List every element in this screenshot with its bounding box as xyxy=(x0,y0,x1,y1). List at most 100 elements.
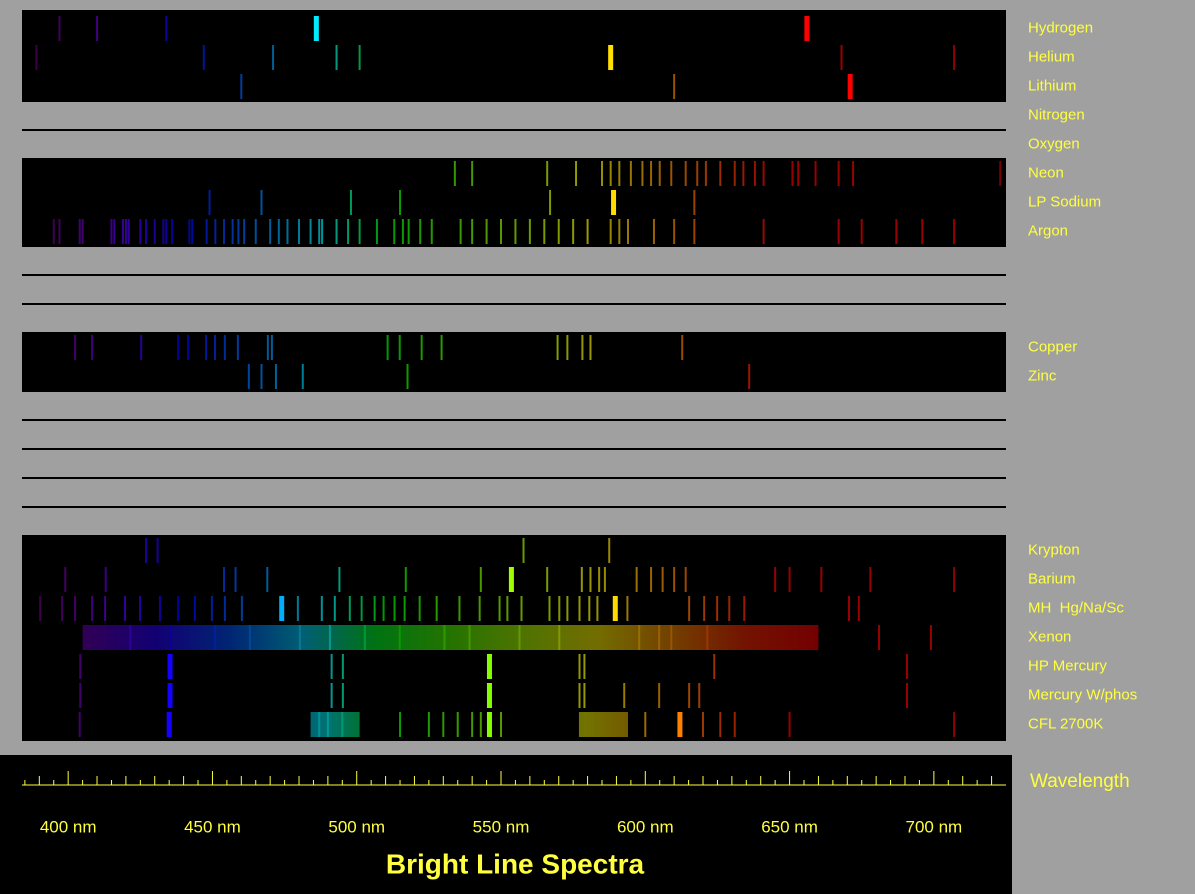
spectral-line xyxy=(399,625,401,650)
spectral-line xyxy=(742,161,744,186)
spectral-line xyxy=(128,219,130,244)
spectral-line xyxy=(789,712,791,737)
spectral-line xyxy=(518,625,520,650)
spectral-line xyxy=(471,712,473,737)
spectral-line xyxy=(638,625,640,650)
spectral-line xyxy=(442,712,444,737)
spectral-line xyxy=(74,335,76,360)
spectral-line xyxy=(688,596,690,621)
spectral-line xyxy=(579,654,581,679)
spectral-line xyxy=(261,190,263,215)
spectral-line xyxy=(139,596,141,621)
spectral-line xyxy=(953,567,955,592)
spectral-line xyxy=(318,219,320,244)
spectral-line xyxy=(566,335,568,360)
empty-row xyxy=(22,450,1006,477)
spectral-line xyxy=(861,219,863,244)
spectral-line xyxy=(275,364,277,389)
bright-line xyxy=(487,683,492,708)
spectral-line xyxy=(214,625,216,650)
spectral-line xyxy=(240,74,242,99)
spectral-line xyxy=(129,625,131,650)
spectral-line xyxy=(588,596,590,621)
emission-band xyxy=(579,712,628,737)
spectral-line xyxy=(349,596,351,621)
row-label: Xenon xyxy=(1028,628,1071,645)
spectral-line xyxy=(953,712,955,737)
spectral-line xyxy=(523,538,525,563)
spectral-line xyxy=(224,596,226,621)
x-axis-label: Wavelength xyxy=(1030,771,1130,792)
spectral-line xyxy=(421,335,423,360)
spectral-line xyxy=(223,567,225,592)
spectral-line xyxy=(480,712,482,737)
spectral-line xyxy=(399,712,401,737)
spectral-line xyxy=(243,219,245,244)
spectral-line xyxy=(906,654,908,679)
spectral-line xyxy=(763,219,765,244)
spectral-line xyxy=(165,219,167,244)
spectral-line xyxy=(169,625,171,650)
spectral-line xyxy=(419,596,421,621)
spectral-line xyxy=(248,364,250,389)
bright-line xyxy=(804,16,809,41)
spectral-line xyxy=(618,219,620,244)
spectral-line xyxy=(269,219,271,244)
spectral-line xyxy=(347,219,349,244)
spectral-line xyxy=(321,596,323,621)
emission-band xyxy=(311,712,360,737)
bright-line xyxy=(613,596,618,621)
spectral-line xyxy=(79,683,81,708)
spectral-line xyxy=(188,219,190,244)
spectral-line xyxy=(471,161,473,186)
spectral-line xyxy=(743,596,745,621)
spectral-line xyxy=(702,712,704,737)
row-label: Krypton xyxy=(1028,541,1080,558)
spectral-line xyxy=(848,596,850,621)
spectral-line xyxy=(658,683,660,708)
spectral-line xyxy=(171,219,173,244)
spectral-line xyxy=(815,161,817,186)
row-label: HP Mercury xyxy=(1028,657,1107,674)
spectral-line xyxy=(35,45,37,70)
empty-row xyxy=(22,247,1006,274)
row-label: Helium xyxy=(1028,48,1075,65)
spectral-line xyxy=(685,567,687,592)
spectral-line xyxy=(627,219,629,244)
row-label: Barium xyxy=(1028,570,1076,587)
spectral-line xyxy=(650,161,652,186)
bright-line xyxy=(509,567,514,592)
spectral-line xyxy=(209,190,211,215)
spectral-line xyxy=(706,625,708,650)
spectral-line xyxy=(61,596,63,621)
spectral-line xyxy=(336,45,338,70)
spectral-line xyxy=(298,219,300,244)
spectral-line xyxy=(583,683,585,708)
spectral-line xyxy=(681,335,683,360)
spectral-line xyxy=(399,190,401,215)
empty-row xyxy=(22,392,1006,419)
spectral-line xyxy=(211,596,213,621)
spectral-line xyxy=(548,596,550,621)
spectral-line xyxy=(91,596,93,621)
spectral-line xyxy=(460,219,462,244)
spectral-line xyxy=(350,190,352,215)
spectral-line xyxy=(113,219,115,244)
bright-line xyxy=(168,683,173,708)
spectral-line xyxy=(469,625,471,650)
spectral-line xyxy=(558,625,560,650)
spectral-line xyxy=(157,538,159,563)
spectral-line xyxy=(581,335,583,360)
spectral-line xyxy=(393,219,395,244)
spectral-line xyxy=(214,219,216,244)
spectral-line xyxy=(869,567,871,592)
spectral-line xyxy=(331,654,333,679)
spectral-line xyxy=(575,161,577,186)
spectral-line xyxy=(719,712,721,737)
spectral-line xyxy=(162,219,164,244)
spectral-line xyxy=(165,16,167,41)
spectral-line xyxy=(583,654,585,679)
spectral-line xyxy=(140,335,142,360)
spectral-line xyxy=(618,161,620,186)
spectral-line xyxy=(529,219,531,244)
